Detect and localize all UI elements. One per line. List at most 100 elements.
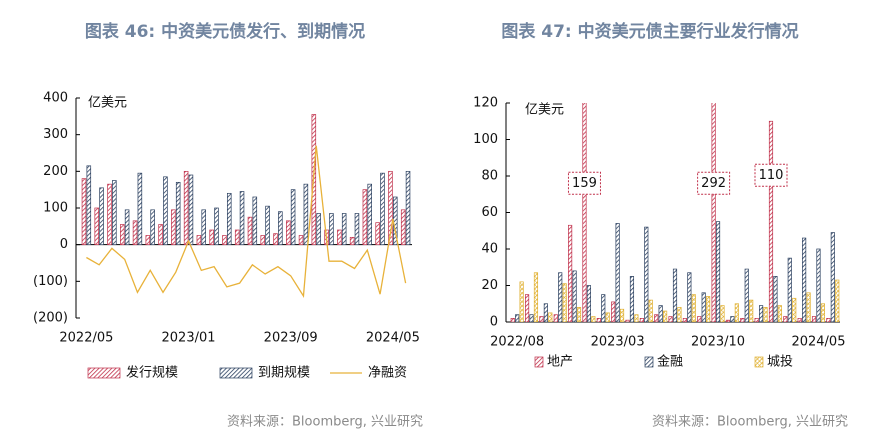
bar <box>787 257 792 322</box>
bar <box>525 294 530 322</box>
y-tick-label: 80 <box>481 169 498 184</box>
y-tick-label: 60 <box>481 205 498 220</box>
bar <box>740 318 745 322</box>
y-tick-label: (100) <box>33 274 68 289</box>
bar <box>715 221 721 322</box>
bar <box>201 209 206 246</box>
bar <box>562 283 567 322</box>
legend-swatch <box>534 356 544 368</box>
bar <box>341 213 347 246</box>
bar <box>830 232 835 322</box>
bar <box>99 187 104 246</box>
bar <box>400 209 406 246</box>
bar <box>797 318 802 322</box>
legend-label: 地产 <box>547 355 573 370</box>
legend-label: 净融资 <box>368 366 407 381</box>
x-tick-label: 2023/09 <box>264 331 318 346</box>
bar <box>265 205 270 246</box>
bar <box>754 318 759 322</box>
y-tick-label: 0 <box>60 237 68 252</box>
value-label: 110 <box>759 168 784 183</box>
bar <box>375 222 380 246</box>
bar <box>234 229 240 246</box>
bar <box>196 235 202 246</box>
bar <box>171 209 176 246</box>
bar <box>568 224 573 322</box>
bar <box>835 279 840 322</box>
bar <box>648 299 653 322</box>
bar <box>367 183 372 246</box>
bar <box>539 316 544 322</box>
y-tick-label: 300 <box>43 127 68 142</box>
bar <box>706 296 711 322</box>
bar <box>188 174 194 246</box>
bar <box>543 303 548 322</box>
bar <box>734 303 739 322</box>
bar <box>802 237 807 322</box>
legend-label: 发行规模 <box>126 365 178 381</box>
bar <box>303 183 309 246</box>
x-tick-label: 2023/03 <box>591 335 645 350</box>
bar <box>260 235 266 246</box>
bar <box>749 299 754 322</box>
bar <box>329 213 334 246</box>
bar <box>362 189 368 246</box>
bar <box>773 276 778 322</box>
bar <box>615 223 620 322</box>
bar <box>316 213 321 246</box>
bar <box>759 305 764 322</box>
chart-title: 图表 47: 中资美元债主要行业发行情况 <box>501 21 798 42</box>
value-label: 159 <box>572 176 597 191</box>
bar <box>639 318 644 322</box>
legend-swatch <box>87 367 121 379</box>
bar <box>112 180 117 246</box>
bar <box>711 103 716 322</box>
x-tick-label: 2023/01 <box>162 331 216 346</box>
unit-label: 亿美元 <box>525 103 564 118</box>
bar <box>820 303 825 322</box>
bar <box>533 272 539 322</box>
legend-label: 到期规模 <box>258 366 310 381</box>
bar <box>548 312 553 322</box>
bar <box>510 318 515 322</box>
bar <box>337 229 342 246</box>
bar <box>777 305 782 322</box>
bar <box>158 224 163 246</box>
bar <box>619 308 625 322</box>
y-tick-label: 120 <box>473 96 498 111</box>
bar <box>783 316 788 322</box>
bar <box>672 268 678 322</box>
bar <box>576 307 582 322</box>
bar <box>634 314 639 322</box>
bar <box>354 213 360 246</box>
bar <box>691 294 696 322</box>
bar <box>81 178 87 246</box>
x-tick-label: 2024/05 <box>791 335 845 350</box>
bar <box>668 316 673 322</box>
bar <box>572 270 577 322</box>
bar <box>388 170 393 246</box>
bar <box>132 220 138 246</box>
bar <box>605 312 610 322</box>
bar <box>654 314 659 322</box>
bar <box>107 183 112 246</box>
legend-swatch <box>219 367 253 379</box>
label-box <box>567 171 601 195</box>
y-tick-label: 100 <box>473 132 498 147</box>
bar <box>596 318 601 322</box>
bar <box>278 211 283 246</box>
chart-title: 图表 46: 中资美元债发行、到期情况 <box>85 21 365 42</box>
bar <box>519 281 524 322</box>
bar <box>252 196 258 246</box>
y-tick-label: (200) <box>33 311 68 326</box>
bar <box>529 314 534 322</box>
bar <box>380 172 385 246</box>
bar <box>226 192 232 246</box>
bar <box>558 272 563 322</box>
bar <box>150 209 155 246</box>
x-tick-label: 2023/10 <box>691 335 745 350</box>
y-tick-label: 20 <box>481 278 498 293</box>
line <box>86 145 407 298</box>
unit-label: 亿美元 <box>88 96 127 111</box>
